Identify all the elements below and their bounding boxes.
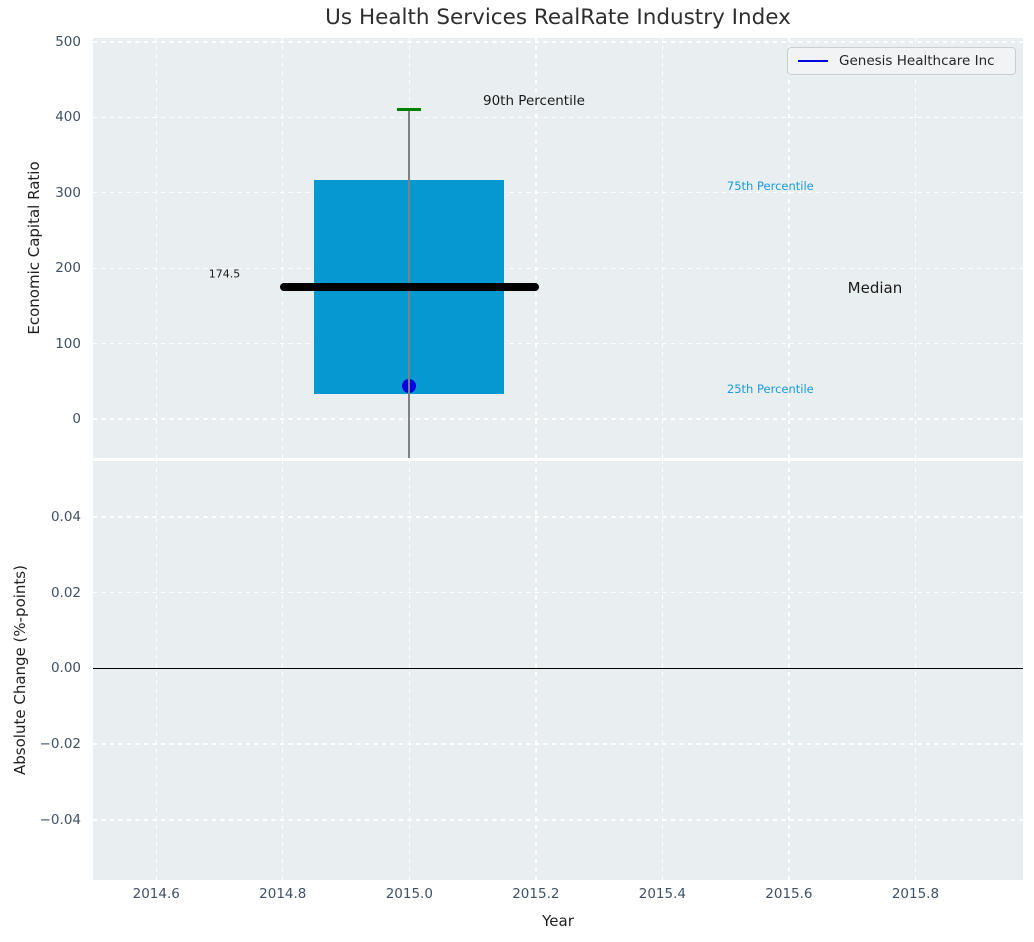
y-tick-label: −0.04	[39, 811, 81, 828]
gridline-vertical	[155, 461, 157, 880]
gridline-horizontal	[93, 116, 1023, 119]
label-25th-percentile: 25th Percentile	[726, 381, 814, 396]
y-tick-label: 500	[55, 33, 81, 50]
gridline-horizontal	[93, 516, 1023, 518]
label-75th-percentile: 75th Percentile	[726, 179, 814, 194]
gridline-horizontal	[93, 267, 1023, 269]
x-axis-label: Year	[542, 912, 574, 930]
gridline-vertical	[535, 38, 537, 458]
subplot-economic-capital-ratio	[93, 38, 1023, 458]
y-tick-label: 0.00	[50, 660, 81, 677]
gridline-vertical	[914, 461, 917, 880]
y-tick-label: 100	[55, 335, 81, 352]
legend-line-swatch	[798, 59, 828, 63]
x-tick-label: 2014.6	[132, 886, 180, 902]
x-tick-label: 2014.8	[259, 886, 307, 902]
gridline-horizontal	[93, 192, 1023, 194]
gridline-vertical	[788, 38, 790, 458]
median-line	[279, 283, 539, 292]
label-median-value: 174.5	[208, 267, 241, 281]
y-tick-label: 300	[55, 184, 81, 201]
gridline-horizontal	[93, 743, 1023, 745]
legend: Genesis Healthcare Inc	[787, 47, 1016, 75]
label-median: Median	[847, 278, 903, 297]
zero-line	[93, 667, 1023, 670]
x-tick-label: 2015.8	[891, 886, 940, 902]
y-tick-label: 0.04	[50, 509, 81, 526]
gridline-vertical	[408, 461, 411, 880]
x-tick-label: 2015.6	[765, 886, 813, 902]
gridline-horizontal	[93, 418, 1023, 420]
gridline-horizontal	[93, 342, 1023, 345]
gridline-horizontal	[93, 592, 1023, 594]
gridline-vertical	[914, 38, 917, 458]
y-tick-label: 200	[55, 260, 81, 277]
gridline-vertical	[155, 38, 157, 458]
whisker-cap-90th	[397, 108, 422, 112]
subplot-absolute-change	[93, 461, 1023, 880]
gridline-vertical	[661, 38, 664, 458]
gridline-vertical	[282, 38, 284, 458]
gridline-vertical	[788, 461, 790, 880]
gridline-vertical	[282, 461, 284, 880]
x-tick-label: 2015.2	[512, 886, 560, 902]
chart-title: Us Health Services RealRate Industry Ind…	[325, 5, 791, 30]
label-90th-percentile: 90th Percentile	[482, 92, 585, 109]
legend-label: Genesis Healthcare Inc	[839, 53, 995, 69]
y-tick-label: 0.02	[50, 584, 81, 601]
gridline-vertical	[535, 461, 537, 880]
x-tick-label: 2015.0	[385, 886, 433, 902]
gridline-vertical	[661, 461, 664, 880]
y-tick-label: 400	[55, 109, 81, 126]
gridline-horizontal	[93, 41, 1023, 43]
y-tick-label: −0.02	[39, 736, 81, 753]
y-tick-label: 0	[72, 411, 81, 428]
x-tick-label: 2015.4	[638, 886, 686, 902]
gridline-horizontal	[93, 819, 1023, 821]
